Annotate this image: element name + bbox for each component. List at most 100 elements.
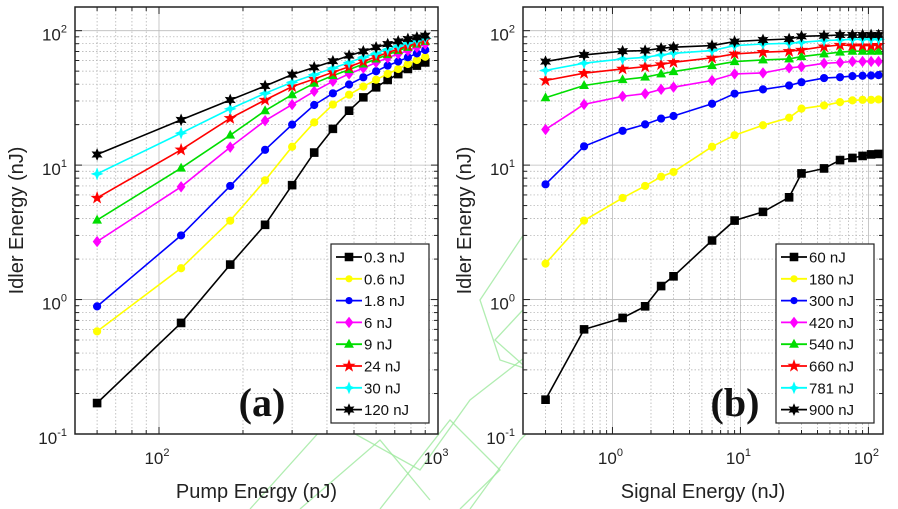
legend-marker: [787, 359, 801, 372]
tick-exponent: 2: [61, 24, 67, 36]
data-point: [176, 318, 186, 328]
data-point: [848, 72, 857, 81]
data-point: [846, 28, 858, 42]
data-point: [176, 264, 186, 273]
data-point: [226, 181, 235, 191]
data-point: [540, 92, 551, 102]
data-point: [260, 145, 270, 154]
legend: 60 nJ 180 nJ 300 nJ 420 nJ 540 nJ 660 nJ 781 n…: [775, 243, 875, 424]
legend-marker: [344, 252, 354, 262]
data-point: [91, 148, 103, 161]
data-point: [618, 313, 627, 323]
data-point: [176, 231, 186, 240]
data-point: [225, 129, 236, 139]
data-point: [309, 148, 319, 157]
legend-item: 9 nJ: [336, 337, 392, 354]
x-tick-label: 102: [854, 447, 879, 468]
data-point: [90, 167, 104, 181]
data-point: [835, 155, 845, 165]
data-point: [176, 181, 186, 193]
legend-marker: [788, 403, 800, 416]
watermark-shape: [299, 439, 431, 509]
data-point: [858, 71, 867, 80]
data-point: [866, 55, 876, 68]
legend-marker: [342, 381, 356, 395]
data-point: [579, 216, 589, 225]
data-point: [795, 29, 807, 43]
data-point: [639, 44, 651, 57]
data-point: [819, 101, 829, 110]
data-point: [835, 46, 845, 56]
data-point: [797, 60, 806, 73]
tick-exponent: 0: [509, 293, 515, 305]
legend-label: 6 nJ: [364, 315, 392, 332]
data-point: [327, 54, 339, 68]
tick-base: 10: [490, 160, 509, 179]
data-point: [656, 68, 667, 78]
tick-base: 10: [726, 449, 745, 468]
data-point: [328, 100, 337, 109]
x-axis-label: Pump Energy (nJ): [176, 481, 337, 503]
tick-base: 10: [486, 429, 505, 448]
data-point: [729, 56, 740, 66]
tick-base: 10: [490, 295, 509, 314]
series-420-nJ: [541, 55, 883, 136]
data-point: [359, 82, 368, 91]
data-point: [784, 62, 794, 74]
data-point: [848, 55, 857, 68]
legend-box: [775, 243, 875, 424]
legend-marker: [344, 338, 354, 348]
legend-label: 60 nJ: [809, 250, 846, 267]
tick-base: 10: [42, 26, 61, 45]
data-point: [848, 96, 857, 105]
data-point: [175, 113, 187, 127]
watermark-shape: [379, 419, 501, 509]
data-point: [654, 48, 668, 62]
data-point: [539, 63, 552, 77]
data-point: [394, 64, 403, 74]
data-point: [577, 66, 591, 79]
series-0p6-nJ: [92, 52, 430, 336]
legend-label: 420 nJ: [809, 315, 854, 332]
data-point: [784, 193, 794, 202]
data-point: [783, 32, 795, 46]
data-point: [382, 37, 394, 51]
legend-label: 781 nJ: [809, 380, 854, 397]
data-point: [657, 114, 666, 123]
legend-item: 120 nJ: [336, 402, 409, 419]
data-point: [796, 51, 807, 61]
legend-marker: [789, 316, 799, 329]
legend-label: 120 nJ: [364, 402, 409, 419]
legend-item: 1.8 nJ: [336, 293, 405, 310]
tick-exponent: 2: [509, 24, 515, 36]
data-point: [577, 56, 591, 70]
data-point: [784, 113, 794, 122]
data-point: [655, 41, 667, 55]
legend-label: 0.6 nJ: [364, 271, 405, 288]
data-point: [579, 98, 589, 111]
x-tick-label: 102: [144, 447, 169, 468]
y-tick-label: 101: [490, 158, 515, 179]
axes-frame: [74, 6, 439, 435]
data-point: [412, 55, 421, 65]
tick-exponent: 0: [61, 293, 67, 305]
legend-item: 420 nJ: [781, 315, 854, 332]
data-point: [847, 45, 858, 55]
data-point: [618, 193, 627, 203]
tick-base: 10: [144, 449, 163, 468]
data-point: [359, 73, 368, 82]
data-point: [357, 44, 369, 58]
data-point: [174, 142, 188, 156]
data-point: [707, 236, 717, 245]
data-point: [819, 48, 829, 58]
series-60-nJ: [541, 149, 883, 404]
data-point: [641, 181, 650, 191]
legend-label: 9 nJ: [364, 337, 392, 354]
legend-item: 300 nJ: [781, 293, 854, 310]
data-point: [874, 149, 883, 159]
x-tick-label: 100: [598, 447, 623, 468]
data-point: [258, 86, 272, 100]
tick-exponent: 1: [61, 158, 67, 170]
data-point: [541, 259, 550, 268]
